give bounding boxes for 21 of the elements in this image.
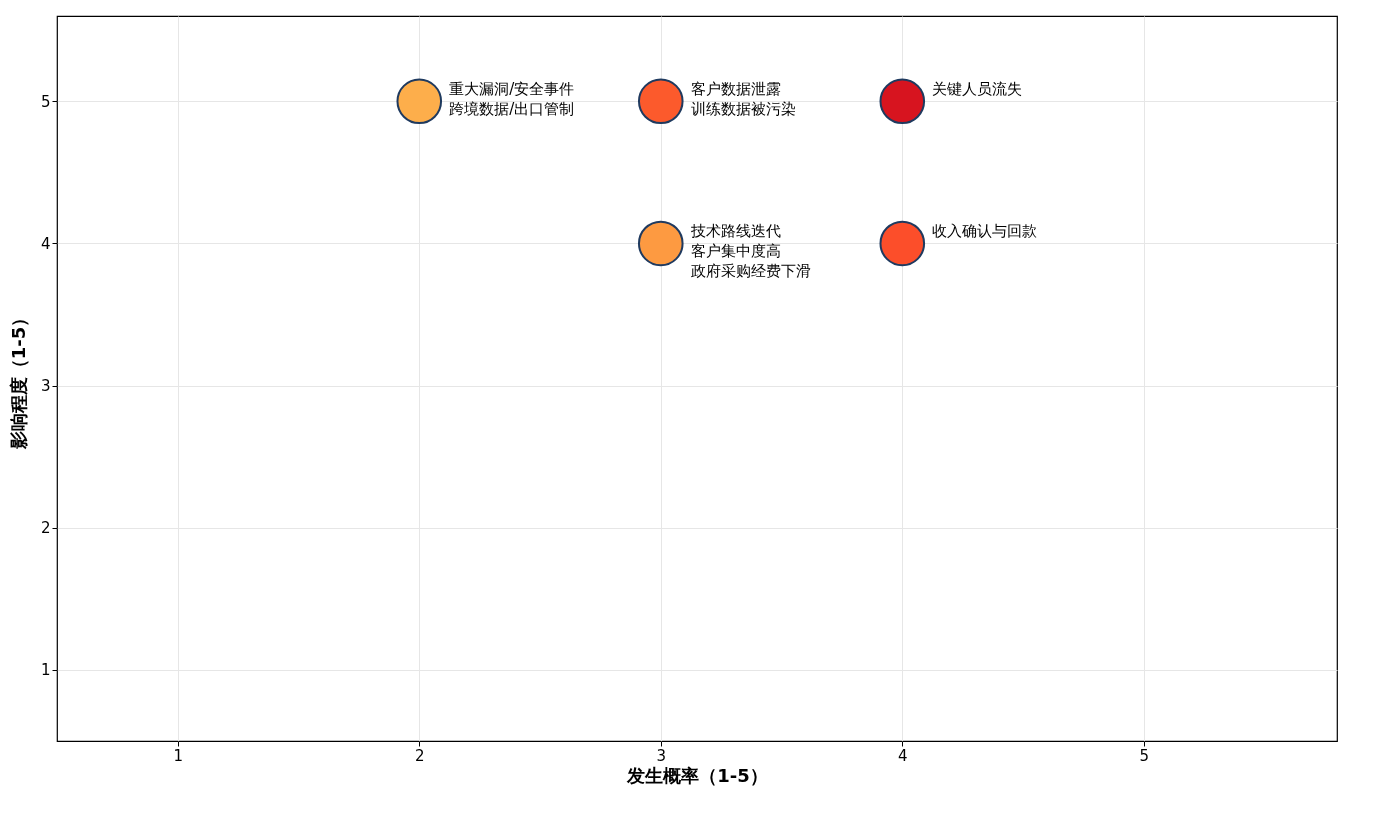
y-tick-label: 1 (40, 661, 51, 680)
annotation: 收入确认与回款 (932, 222, 1038, 241)
x-tick-label: 5 (1139, 746, 1150, 765)
x-tick-label: 3 (656, 746, 667, 765)
annotation: 跨境数据/出口管制 (449, 100, 575, 119)
annotation: 训练数据被污染 (690, 100, 796, 119)
annotation: 客户集中度高 (690, 242, 781, 261)
x-tick-label: 1 (173, 746, 184, 765)
y-tick-label: 4 (40, 234, 51, 253)
x-tick-label: 4 (898, 746, 908, 765)
annotation: 客户数据泄露 (690, 80, 781, 99)
y-tick-label: 2 (40, 519, 51, 538)
annotation: 技术路线迭代 (689, 222, 781, 241)
y-tick-label: 5 (40, 92, 51, 111)
annotation: 政府采购经费下滑 (690, 262, 811, 281)
y-axis-title: 影响程度（1-5） (7, 308, 29, 451)
x-tick-label: 2 (414, 746, 425, 765)
y-tick-label: 3 (40, 377, 51, 396)
x-axis-title: 发生概率（1-5） (626, 764, 768, 786)
annotation: 关键人员流失 (932, 80, 1023, 99)
annotation: 重大漏洞/安全事件 (449, 80, 575, 99)
